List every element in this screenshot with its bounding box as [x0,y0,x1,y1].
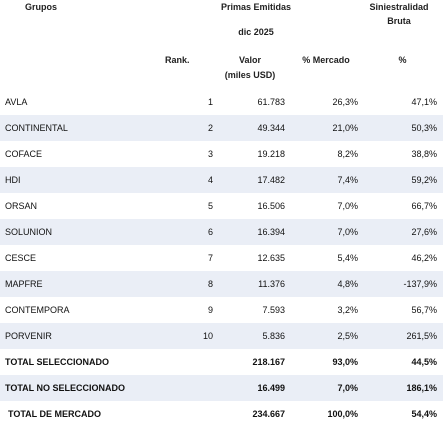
total-row-selected: TOTAL SELECCIONADO 218.167 93,0% 44,5% [0,349,443,375]
table-row: SOLUNION 6 16.394 7,0% 27,6% [0,219,443,245]
total-row-market: TOTAL DE MERCADO 234.667 100,0% 54,4% [0,401,443,427]
header-valor: Valor [238,55,261,65]
total-name: TOTAL DE MERCADO [8,409,102,419]
table-row: PORVENIR 10 5.836 2,5% 261,5% [0,323,443,349]
table-row: CESCE 7 12.635 5,4% 46,2% [0,245,443,271]
table-row: HDI 4 17.482 7,4% 59,2% [0,167,443,193]
row-rank: 3 [207,149,213,159]
row-rank: 2 [207,123,213,133]
row-valor: 49.344 [257,123,285,133]
row-rank: 6 [207,227,213,237]
table-row: ORSAN 5 16.506 7,0% 66,7% [0,193,443,219]
header-grupos: Grupos [25,2,58,12]
row-rank: 7 [207,253,213,263]
row-mercado: 7,0% [337,201,358,211]
row-siniestralidad: 27,6% [411,227,437,237]
row-name: SOLUNION [5,227,53,237]
header-primas-emitidas: Primas Emitidas [220,2,292,12]
row-mercado: 3,2% [337,305,358,315]
total-siniestralidad: 186,1% [406,383,437,393]
header-siniestralidad-bruta: Bruta [387,16,411,26]
row-valor: 12.635 [257,253,285,263]
total-valor: 218.167 [252,357,285,367]
row-rank: 10 [202,331,213,341]
row-rank: 5 [207,201,213,211]
row-siniestralidad: 56,7% [411,305,437,315]
row-name: CONTEMPORA [5,305,70,315]
table-row: COFACE 3 19.218 8,2% 38,8% [0,141,443,167]
row-siniestralidad: 38,8% [411,149,437,159]
row-mercado: 21,0% [332,123,358,133]
table-row: MAPFRE 8 11.376 4,8% -137,9% [0,271,443,297]
header-pct: % [398,55,407,65]
row-valor: 16.394 [257,227,285,237]
row-rank: 8 [207,279,213,289]
total-valor: 234.667 [252,409,285,419]
row-siniestralidad: -137,9% [403,279,437,289]
row-mercado: 7,4% [337,175,358,185]
row-valor: 16.506 [257,201,285,211]
table-row: CONTINENTAL 2 49.344 21,0% 50,3% [0,115,443,141]
row-name: COFACE [5,149,43,159]
row-name: ORSAN [5,201,38,211]
total-row-not-selected: TOTAL NO SELECCIONADO 16.499 7,0% 186,1% [0,375,443,401]
row-rank: 9 [207,305,213,315]
row-mercado: 5,4% [337,253,358,263]
row-name: AVLA [5,97,28,107]
row-valor: 5.836 [262,331,285,341]
row-valor: 17.482 [257,175,285,185]
row-valor: 7.593 [262,305,285,315]
total-siniestralidad: 54,4% [411,409,437,419]
total-name: TOTAL SELECCIONADO [5,357,110,367]
table-row: AVLA 1 61.783 26,3% 47,1% [0,89,443,115]
header-rank: Rank. [165,55,190,65]
row-rank: 1 [207,97,213,107]
row-name: CONTINENTAL [5,123,68,133]
row-valor: 61.783 [257,97,285,107]
row-mercado: 26,3% [332,97,358,107]
row-siniestralidad: 59,2% [411,175,437,185]
row-valor: 11.376 [258,279,285,289]
row-mercado: 2,5% [337,331,358,341]
row-siniestralidad: 47,1% [411,97,437,107]
header-valor-unit: (miles USD) [224,70,276,80]
table-row: CONTEMPORA 9 7.593 3,2% 56,7% [0,297,443,323]
header-period: dic 2025 [238,27,274,37]
header-siniestralidad: Siniestralidad [369,2,429,12]
row-mercado: 8,2% [337,149,358,159]
row-mercado: 7,0% [337,227,358,237]
total-valor: 16.499 [257,383,285,393]
row-name: PORVENIR [5,331,52,341]
total-name: TOTAL NO SELECCIONADO [5,383,126,393]
row-siniestralidad: 46,2% [411,253,437,263]
total-siniestralidad: 44,5% [411,357,437,367]
row-valor: 19.218 [257,149,285,159]
total-mercado: 93,0% [332,357,358,367]
row-rank: 4 [207,175,213,185]
row-name: CESCE [5,253,37,263]
row-siniestralidad: 66,7% [411,201,437,211]
row-siniestralidad: 261,5% [406,331,437,341]
row-name: MAPFRE [5,279,43,289]
row-mercado: 4,8% [337,279,358,289]
total-mercado: 100,0% [327,409,358,419]
row-name: HDI [5,175,21,185]
total-mercado: 7,0% [337,383,358,393]
header-mercado: % Mercado [302,55,350,65]
row-siniestralidad: 50,3% [411,123,437,133]
